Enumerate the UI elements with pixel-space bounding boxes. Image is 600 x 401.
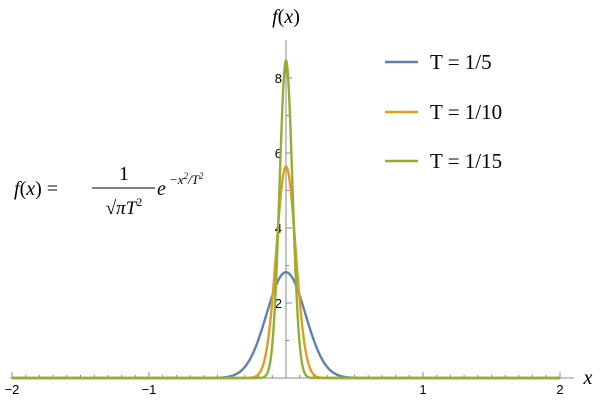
x-tick-label: −2 bbox=[5, 382, 20, 397]
series-line-3 bbox=[11, 59, 561, 380]
formula-exp-base: e bbox=[157, 178, 166, 200]
y-tick-label: 2 bbox=[275, 296, 282, 311]
y-axis-label: f(x) bbox=[272, 6, 300, 28]
formula-denominator: √πT2 bbox=[106, 195, 143, 219]
y-tick-label: 8 bbox=[275, 71, 282, 86]
formula-annotation: f(x) = 1 √πT2 e −x2/T2 bbox=[14, 163, 204, 219]
legend: T = 1/5 T = 1/10 T = 1/15 bbox=[385, 50, 502, 173]
x-axis-label: x bbox=[583, 367, 593, 389]
formula-exponent: −x2/T2 bbox=[169, 171, 204, 187]
legend-label-2: T = 1/10 bbox=[430, 100, 502, 124]
x-tick-label: −1 bbox=[142, 382, 157, 397]
legend-label-3: T = 1/15 bbox=[430, 149, 502, 173]
x-tick-label: 2 bbox=[556, 382, 563, 397]
x-tick-label: 1 bbox=[419, 382, 426, 397]
formula-lhs: f(x) = bbox=[14, 178, 58, 200]
formula-numerator: 1 bbox=[119, 163, 129, 185]
series-curves bbox=[11, 59, 561, 380]
legend-label-1: T = 1/5 bbox=[430, 50, 492, 74]
y-tick-label: 6 bbox=[275, 146, 282, 161]
